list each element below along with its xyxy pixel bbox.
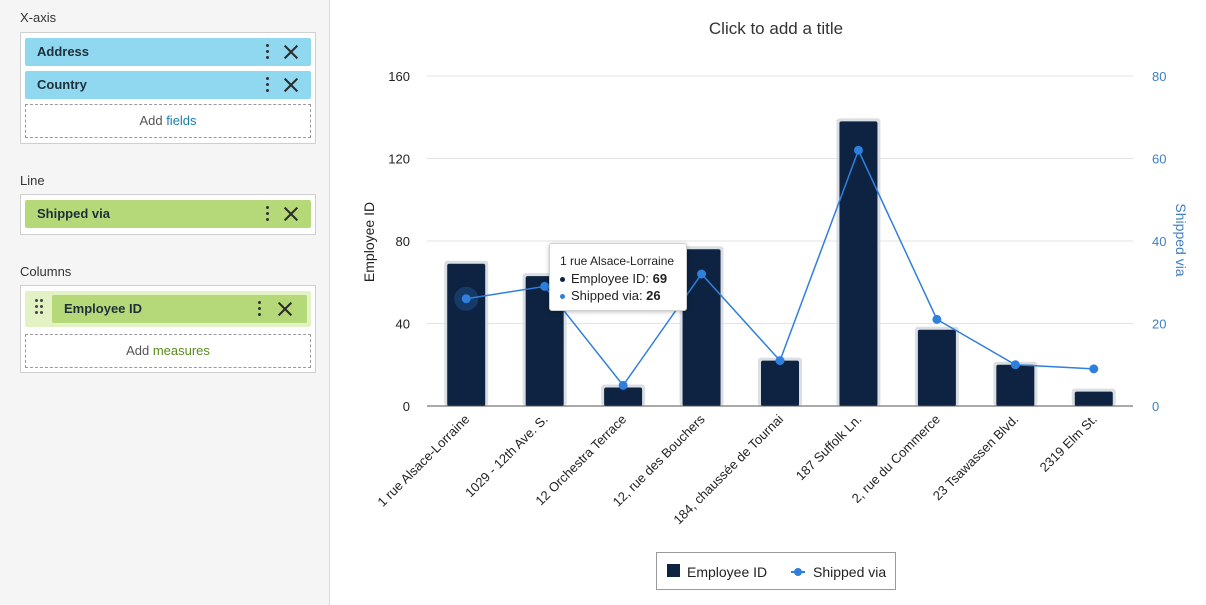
- x-tick-label: 1029 - 12th Ave. S.: [462, 412, 551, 501]
- series-dot-icon: [560, 277, 565, 283]
- bar-2[interactable]: [604, 387, 643, 406]
- y-tick-label-left: 80: [396, 234, 410, 249]
- field-label: Shipped via: [37, 206, 110, 221]
- line-field-shipped-via[interactable]: Shipped via: [25, 200, 311, 228]
- more-options-icon[interactable]: [265, 44, 269, 60]
- y-tick-label-right: 80: [1152, 69, 1166, 84]
- bar-7[interactable]: [996, 364, 1035, 406]
- tooltip-label: Employee ID:: [571, 271, 653, 286]
- drag-handle-icon[interactable]: [35, 299, 45, 315]
- x-tick-label: 2, rue du Commerce: [849, 412, 943, 506]
- y-tick-label-left: 120: [388, 152, 410, 167]
- add-accent: measures: [152, 343, 210, 358]
- point-8[interactable]: [1089, 364, 1099, 374]
- point-1[interactable]: [540, 281, 550, 291]
- y-tick-label-right: 40: [1152, 234, 1166, 249]
- columns-field-highlight: Employee ID: [25, 291, 311, 327]
- bar-4[interactable]: [761, 360, 799, 406]
- add-prefix: Add: [126, 343, 153, 358]
- field-label: Employee ID: [64, 301, 143, 316]
- point-4[interactable]: [775, 356, 785, 366]
- close-icon[interactable]: [277, 301, 293, 317]
- bar-5[interactable]: [839, 121, 878, 406]
- xaxis-section-label: X-axis: [20, 10, 57, 25]
- x-tick-label: 1 rue Alsace-Lorraine: [374, 412, 472, 510]
- columns-well: Employee ID Add measures: [20, 285, 316, 373]
- xaxis-field-country[interactable]: Country: [25, 71, 311, 99]
- bar-8[interactable]: [1074, 391, 1113, 406]
- xaxis-field-address[interactable]: Address: [25, 38, 311, 66]
- tooltip-value: 26: [646, 288, 661, 303]
- chart-title[interactable]: Click to add a title: [709, 19, 843, 38]
- legend-swatch-employee-id[interactable]: [667, 564, 680, 577]
- series-dot-icon: [560, 294, 565, 300]
- bar-0[interactable]: [447, 263, 486, 406]
- more-options-icon[interactable]: [265, 206, 269, 222]
- add-accent: fields: [166, 113, 197, 128]
- legend-label-employee-id[interactable]: Employee ID: [687, 564, 768, 580]
- y-tick-label-left: 40: [396, 317, 410, 332]
- y-axis-label-right: Shipped via: [1173, 203, 1189, 276]
- y-axis-right: 0 20 40 60 80: [1152, 69, 1166, 414]
- gridlines: [427, 75, 1133, 324]
- more-options-icon[interactable]: [265, 77, 269, 93]
- add-fields-button[interactable]: Add fields: [25, 104, 311, 138]
- y-axis-left: 0 40 80 120 160: [388, 69, 410, 414]
- tooltip-row-employee-id: Employee ID: 69: [560, 271, 667, 286]
- y-tick-label-left: 0: [403, 399, 410, 414]
- y-axis-label-left: Employee ID: [361, 202, 377, 282]
- line-series: [454, 145, 1099, 390]
- x-tick-label: 23 Tsawassen Blvd.: [930, 412, 1022, 504]
- point-2[interactable]: [618, 380, 628, 390]
- point-0[interactable]: [461, 294, 471, 304]
- y-tick-label-right: 60: [1152, 152, 1166, 167]
- y-tick-label-right: 20: [1152, 317, 1166, 332]
- tooltip-row-shipped-via: Shipped via: 26: [560, 288, 661, 303]
- chart-legend: Employee ID Shipped via: [656, 552, 896, 590]
- tooltip-title: 1 rue Alsace-Lorraine: [560, 254, 675, 268]
- y-tick-label-right: 0: [1152, 399, 1159, 414]
- legend-swatch-dot: [794, 568, 802, 576]
- y-tick-label-left: 160: [388, 69, 410, 84]
- x-tick-label: 2319 Elm St.: [1037, 412, 1100, 475]
- line-section-label: Line: [20, 173, 45, 188]
- columns-field-employee-id[interactable]: Employee ID: [52, 295, 307, 323]
- tooltip-label: Shipped via:: [571, 288, 647, 303]
- bar-6[interactable]: [917, 329, 956, 406]
- tooltip-value: 69: [652, 271, 668, 286]
- legend-label-shipped-via[interactable]: Shipped via: [813, 564, 887, 580]
- point-6[interactable]: [932, 314, 942, 324]
- more-options-icon[interactable]: [257, 301, 261, 317]
- x-tick-label: 187 Suffolk Ln.: [793, 412, 865, 484]
- xaxis-well: Address Country Add fields: [20, 32, 316, 144]
- point-3[interactable]: [697, 269, 707, 279]
- field-config-panel: X-axis Address Country Add fields Line S…: [0, 0, 330, 605]
- close-icon[interactable]: [283, 77, 299, 93]
- field-label: Country: [37, 77, 87, 92]
- add-prefix: Add: [139, 113, 167, 128]
- bar-series: [444, 118, 1116, 406]
- field-label: Address: [37, 44, 90, 59]
- columns-section-label: Columns: [20, 264, 72, 279]
- add-measures-button[interactable]: Add measures: [25, 334, 311, 368]
- close-icon[interactable]: [283, 44, 299, 60]
- line-well: Shipped via: [20, 194, 316, 235]
- point-5[interactable]: [853, 145, 863, 155]
- close-icon[interactable]: [283, 206, 299, 222]
- combo-chart: Click to add a title 0 40 80 120 160 0 20 40 60…: [361, 19, 1189, 527]
- chart-tooltip: 1 rue Alsace-Lorraine Employee ID: 69 Sh…: [549, 243, 687, 311]
- point-7[interactable]: [1010, 360, 1020, 370]
